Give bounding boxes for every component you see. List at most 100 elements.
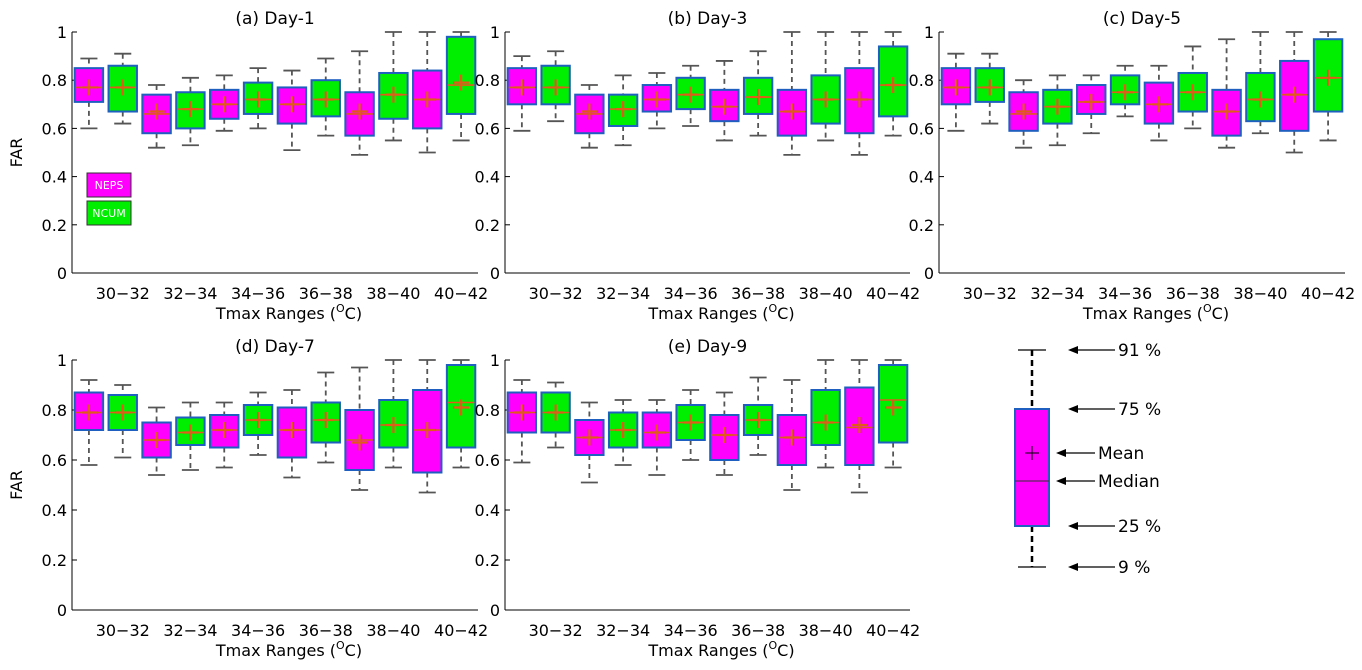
y-tick-label: 0.4 bbox=[909, 168, 934, 187]
box-ncum-30-32 bbox=[974, 52, 1005, 125]
y-tick-label: 0.8 bbox=[42, 71, 67, 90]
y-tick-label: 1 bbox=[924, 23, 934, 42]
key-label: 9 % bbox=[1118, 558, 1150, 578]
box-neps-30-32 bbox=[73, 379, 105, 466]
box-neps-38-40 bbox=[344, 366, 375, 491]
key-arrow-head bbox=[1056, 449, 1066, 457]
y-tick-label: 0.6 bbox=[42, 451, 67, 470]
box-neps-38-40 bbox=[776, 31, 808, 156]
x-tick-label: 34−36 bbox=[231, 284, 285, 303]
box-neps-30-32 bbox=[506, 379, 538, 464]
box-ncum-36-38 bbox=[310, 57, 341, 137]
key-box bbox=[1014, 408, 1050, 527]
box-ncum-36-38 bbox=[1177, 45, 1208, 130]
panel-5: 0 0.2 0.4 0.6 0.8 1 (e) Day-9 30−32 32−34 34−36 36… bbox=[475, 337, 921, 660]
y-tick-label: 0.4 bbox=[42, 168, 67, 187]
box-ncum-32-34 bbox=[175, 76, 206, 147]
key-label: 25 % bbox=[1118, 517, 1161, 537]
key-arrow-head bbox=[1068, 522, 1078, 530]
x-tick-label: 40−42 bbox=[866, 284, 920, 303]
x-axis-label: Tmax Ranges (OC) bbox=[647, 639, 794, 660]
box-neps-40-42 bbox=[1279, 31, 1310, 154]
y-tick-label: 0.6 bbox=[42, 119, 67, 138]
box-ncum-30-32 bbox=[540, 381, 571, 449]
x-tick-label: 40−42 bbox=[1301, 284, 1355, 303]
box-ncum-32-34 bbox=[607, 399, 639, 466]
x-tick-label: 30−32 bbox=[96, 621, 150, 640]
box-neps-32-34 bbox=[1008, 79, 1039, 149]
box-ncum-32-34 bbox=[607, 74, 639, 147]
box-neps-38-40 bbox=[776, 379, 808, 491]
x-tick-label: 30−32 bbox=[963, 284, 1017, 303]
box-body bbox=[1143, 81, 1175, 125]
box-ncum-36-38 bbox=[310, 371, 341, 464]
key-arrow-head bbox=[1068, 346, 1078, 354]
box-ncum-36-38 bbox=[742, 376, 774, 456]
y-tick-label: 0.6 bbox=[475, 451, 500, 470]
box-ncum-34-36 bbox=[675, 389, 706, 461]
x-tick-label: 32−34 bbox=[163, 284, 217, 303]
x-tick-label: 30−32 bbox=[529, 284, 583, 303]
y-tick-label: 1 bbox=[490, 351, 500, 370]
box-ncum-34-36 bbox=[242, 67, 274, 130]
box-ncum-40-42 bbox=[445, 359, 477, 469]
box-neps-40-42 bbox=[844, 359, 875, 494]
box-ncum-32-34 bbox=[175, 401, 206, 471]
panel-title: (d) Day-7 bbox=[235, 337, 315, 357]
x-tick-label: 32−34 bbox=[163, 621, 217, 640]
x-tick-label: 38−40 bbox=[799, 621, 853, 640]
box-ncum-38-40 bbox=[378, 359, 409, 469]
y-tick-label: 0.2 bbox=[475, 551, 500, 570]
box-ncum-38-40 bbox=[810, 31, 841, 142]
y-axis-label: FAR bbox=[7, 470, 26, 500]
x-tick-label: 36−38 bbox=[731, 284, 785, 303]
y-tick-label: 0 bbox=[490, 601, 500, 620]
key-label: 91 % bbox=[1118, 341, 1161, 361]
box-ncum-30-32 bbox=[107, 52, 138, 125]
box-neps-34-36 bbox=[1076, 74, 1107, 135]
y-tick-label: 1 bbox=[57, 351, 67, 370]
y-tick-label: 0 bbox=[57, 601, 67, 620]
y-tick-label: 0.2 bbox=[909, 216, 934, 235]
box-ncum-30-32 bbox=[540, 50, 571, 123]
x-tick-label: 36−38 bbox=[1166, 284, 1220, 303]
box-ncum-32-34 bbox=[1042, 74, 1073, 147]
x-tick-label: 38−40 bbox=[366, 284, 420, 303]
box-body bbox=[709, 414, 740, 461]
box-neps-34-36 bbox=[209, 74, 240, 132]
box-body bbox=[445, 364, 477, 449]
legend-swatch-neps bbox=[86, 172, 132, 198]
box-ncum-38-40 bbox=[378, 31, 409, 142]
x-tick-label: 40−42 bbox=[434, 621, 488, 640]
x-tick-label: 32−34 bbox=[596, 621, 650, 640]
y-tick-label: 0.8 bbox=[475, 71, 500, 90]
box-body bbox=[844, 67, 875, 135]
box-neps-32-34 bbox=[574, 84, 605, 149]
key-label: Median bbox=[1098, 472, 1160, 492]
box-ncum-34-36 bbox=[675, 64, 706, 127]
y-tick-label: 0.8 bbox=[475, 401, 500, 420]
y-tick-label: 0.4 bbox=[475, 501, 500, 520]
box-body bbox=[844, 386, 875, 466]
x-tick-label: 38−40 bbox=[1233, 284, 1287, 303]
x-tick-label: 38−40 bbox=[366, 621, 420, 640]
y-tick-label: 0.4 bbox=[42, 501, 67, 520]
x-tick-label: 34−36 bbox=[664, 284, 718, 303]
box-neps-30-32 bbox=[940, 52, 972, 132]
box-ncum-40-42 bbox=[1312, 31, 1344, 142]
y-axis-label: FAR bbox=[7, 138, 26, 168]
box-body bbox=[940, 67, 972, 106]
box-neps-36-38 bbox=[276, 69, 308, 151]
x-tick-label: 32−34 bbox=[1030, 284, 1084, 303]
x-tick-label: 30−32 bbox=[96, 284, 150, 303]
x-tick-label: 40−42 bbox=[434, 284, 488, 303]
box-body bbox=[641, 411, 673, 449]
box-ncum-38-40 bbox=[1245, 31, 1276, 135]
y-tick-label: 0.6 bbox=[909, 119, 934, 138]
x-tick-label: 34−36 bbox=[1098, 284, 1152, 303]
y-tick-label: 0.2 bbox=[42, 216, 67, 235]
box-ncum-40-42 bbox=[877, 31, 909, 137]
x-tick-label: 34−36 bbox=[664, 621, 718, 640]
panel-1: 0 0.2 0.4 0.6 0.8 1 (a) Day-1 FAR 30−32 32−34 34−3… bbox=[7, 9, 488, 323]
